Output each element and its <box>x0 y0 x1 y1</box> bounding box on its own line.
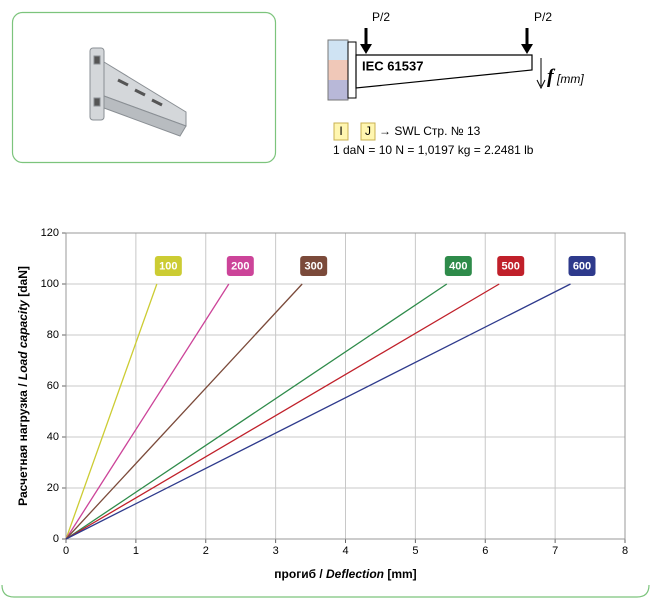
load-label: P/2 <box>372 10 390 24</box>
beam-diagram <box>327 28 546 101</box>
legend-label: 100 <box>159 260 177 272</box>
reference: → SWL Стр. № 13 <box>379 124 481 138</box>
deflection-unit: [mm] <box>556 72 584 86</box>
axis-label-part: [mm] <box>384 567 417 581</box>
y-tick-label: 120 <box>41 227 59 239</box>
axis-label-part: Deflection <box>326 567 384 581</box>
tag-box <box>333 122 349 141</box>
legend-label: 300 <box>304 260 322 272</box>
axis-label: Расчетная нагрузка / Load capacity [daN] <box>16 266 30 506</box>
series-line <box>65 283 500 540</box>
axis-label-part: прогиб / <box>274 567 326 581</box>
x-tick-label: 5 <box>412 545 418 557</box>
axis-label-part: Load capacity <box>16 299 30 380</box>
y-tick-label: 100 <box>41 278 59 290</box>
x-tick-label: 1 <box>133 545 139 557</box>
axis-label: прогиб / Deflection [mm] <box>274 567 416 581</box>
y-tick-label: 60 <box>47 380 59 392</box>
y-tick-label: 40 <box>47 431 59 443</box>
legend-box <box>497 256 525 276</box>
x-tick-label: 2 <box>203 545 209 557</box>
series-line <box>65 283 303 540</box>
series-line <box>65 283 448 540</box>
frame <box>1 584 650 598</box>
bracket-illustration <box>89 47 187 137</box>
legend-box <box>226 256 254 276</box>
legend-box <box>568 256 596 276</box>
legend-box <box>300 256 328 276</box>
standard-label: IEC 61537 <box>362 58 423 73</box>
tag: I <box>339 124 342 138</box>
tag: J <box>365 124 371 138</box>
y-tick-label: 0 <box>53 533 59 545</box>
y-tick-label: 80 <box>47 329 59 341</box>
legend-box <box>154 256 182 276</box>
chart: 0 20 40 60 80 100 120 0 1 2 3 4 5 6 7 8 прогиб / Deflect… <box>16 227 628 581</box>
legend-label: 400 <box>449 260 467 272</box>
x-tick-label: 4 <box>342 545 348 557</box>
series-line <box>65 283 571 540</box>
x-tick-label: 8 <box>622 545 628 557</box>
axis-label-part: [daN] <box>16 266 30 300</box>
legend-label: 200 <box>231 260 249 272</box>
tag-box <box>360 122 376 141</box>
deflection-symbol: f <box>547 66 556 88</box>
axis-label-part: Расчетная нагрузка / <box>16 380 30 506</box>
legend-label: 500 <box>502 260 520 272</box>
x-tick-label: 7 <box>552 545 558 557</box>
legend-box <box>444 256 472 276</box>
conversion: 1 daN = 10 N = 1,0197 kg = 2.2481 lb <box>333 143 534 157</box>
y-tick-label: 20 <box>47 482 59 494</box>
x-tick-label: 3 <box>273 545 279 557</box>
plot-border <box>65 232 626 540</box>
series-line <box>65 283 158 540</box>
series-line <box>65 283 230 540</box>
x-tick-label: 6 <box>482 545 488 557</box>
legend-label: 600 <box>573 260 591 272</box>
load-label: P/2 <box>534 10 552 24</box>
x-tick-label: 0 <box>63 545 69 557</box>
